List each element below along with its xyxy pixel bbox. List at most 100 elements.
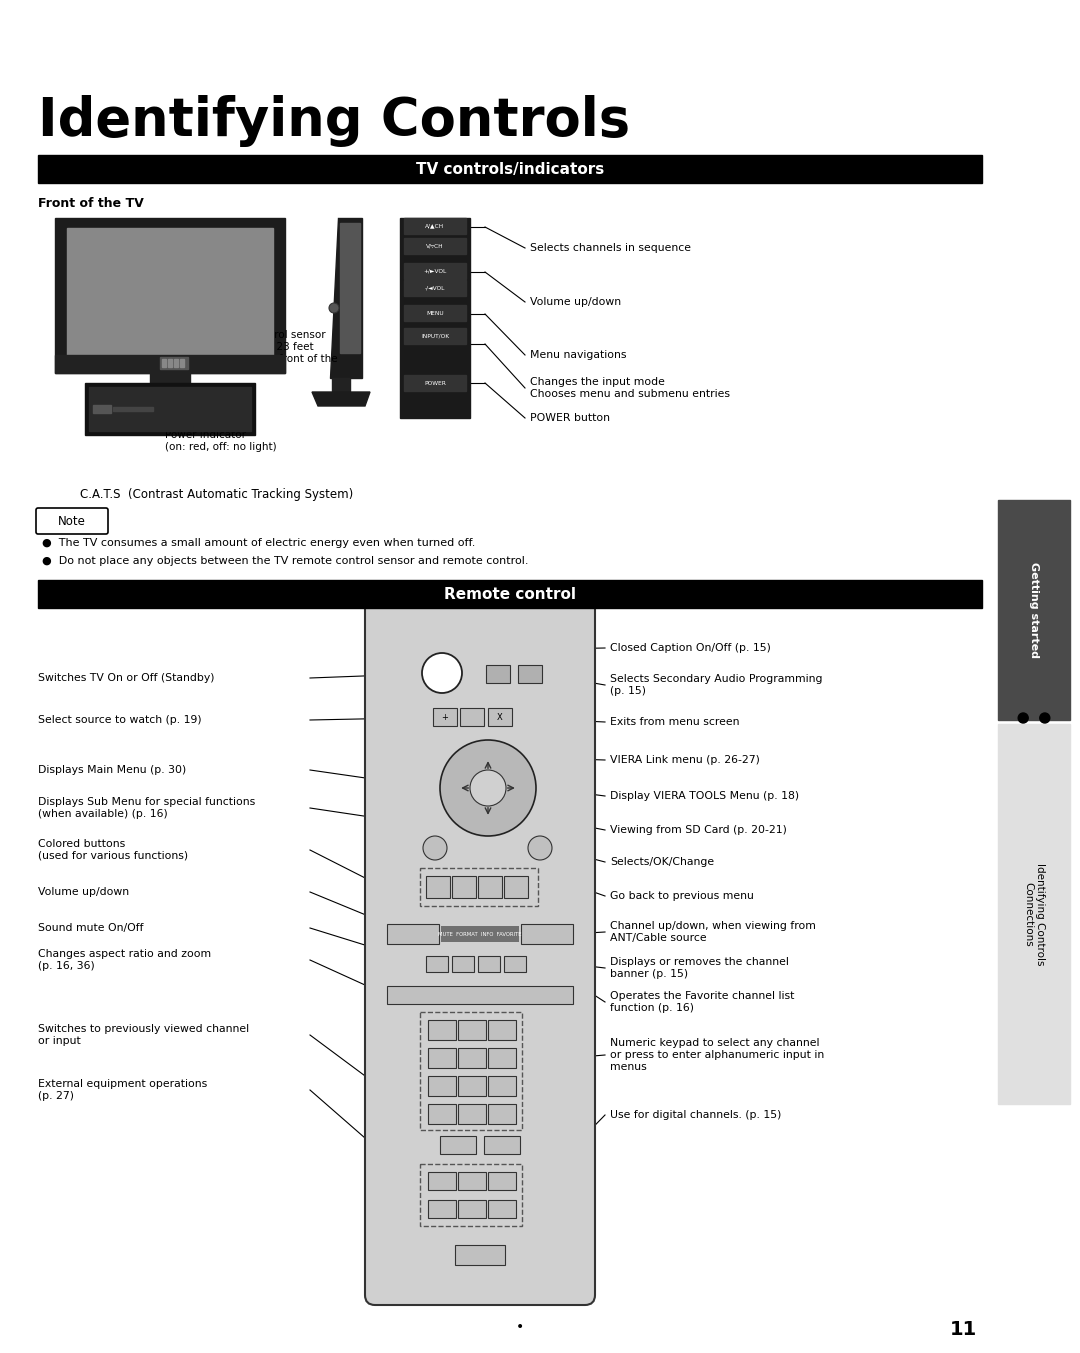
FancyBboxPatch shape — [365, 598, 595, 1306]
Bar — [998, 724, 1070, 1104]
Text: Remote control sensor
within about 23 feet
(7 meters) in front of the
TV set: Remote control sensor within about 23 fe… — [208, 330, 338, 375]
Bar — [458, 1020, 486, 1040]
Bar — [387, 924, 438, 944]
Bar — [458, 1200, 486, 1218]
Bar — [89, 387, 251, 432]
Text: +: + — [442, 713, 448, 721]
Text: V/▿CH: V/▿CH — [427, 244, 444, 249]
Text: Switches TV On or Off (Standby): Switches TV On or Off (Standby) — [38, 672, 215, 683]
Bar — [458, 1049, 486, 1068]
Text: External equipment operations
(p. 27): External equipment operations (p. 27) — [38, 1080, 207, 1101]
Text: INPUT/OK: INPUT/OK — [421, 333, 449, 338]
Text: Select source to watch (p. 19): Select source to watch (p. 19) — [38, 714, 202, 725]
Bar — [428, 1104, 456, 1124]
Bar — [521, 924, 573, 944]
Bar — [433, 708, 457, 727]
Text: Viewing from SD Card (p. 20-21): Viewing from SD Card (p. 20-21) — [610, 825, 787, 835]
Bar — [440, 1137, 476, 1154]
Circle shape — [470, 770, 507, 806]
Bar — [404, 262, 465, 279]
Circle shape — [329, 303, 339, 313]
Text: -/◄VOL: -/◄VOL — [424, 285, 445, 291]
Bar — [428, 1049, 456, 1068]
Circle shape — [1040, 713, 1050, 723]
Bar — [428, 1172, 456, 1191]
Text: Use for digital channels. (p. 15): Use for digital channels. (p. 15) — [610, 1109, 781, 1120]
Bar — [420, 869, 538, 907]
Bar — [404, 304, 465, 321]
Bar — [488, 1020, 516, 1040]
Text: Selects channels in sequence: Selects channels in sequence — [530, 244, 691, 253]
Bar — [67, 229, 273, 354]
Text: Power indicator
(on: red, off: no light): Power indicator (on: red, off: no light) — [165, 430, 276, 452]
Text: VIERA Link menu (p. 26-27): VIERA Link menu (p. 26-27) — [610, 755, 760, 764]
Text: Switches to previously viewed channel
or input: Switches to previously viewed channel or… — [38, 1024, 249, 1046]
Text: TV controls/indicators: TV controls/indicators — [416, 161, 604, 176]
Bar — [404, 375, 465, 391]
Text: Volume up/down: Volume up/down — [38, 888, 130, 897]
Bar — [168, 359, 172, 367]
Text: Note: Note — [58, 514, 86, 528]
Bar — [428, 1020, 456, 1040]
Bar — [150, 373, 190, 386]
Text: Changes aspect ratio and zoom
(p. 16, 36): Changes aspect ratio and zoom (p. 16, 36… — [38, 950, 211, 971]
Bar — [453, 957, 474, 971]
Bar — [478, 875, 502, 898]
Bar — [340, 223, 360, 353]
Text: ●  Do not place any objects between the TV remote control sensor and remote cont: ● Do not place any objects between the T… — [42, 556, 528, 566]
Text: Displays Main Menu (p. 30): Displays Main Menu (p. 30) — [38, 764, 186, 775]
Bar — [85, 383, 255, 436]
Text: +/►VOL: +/►VOL — [423, 268, 447, 273]
Bar — [488, 1200, 516, 1218]
Bar — [38, 156, 982, 183]
Text: Getting started: Getting started — [1029, 561, 1039, 658]
Bar — [420, 1012, 522, 1130]
Bar — [458, 1104, 486, 1124]
Bar — [113, 407, 153, 411]
Text: POWER: POWER — [424, 380, 446, 386]
Bar — [453, 875, 476, 898]
Circle shape — [422, 653, 462, 693]
Bar — [426, 875, 450, 898]
Bar — [504, 875, 528, 898]
Bar — [460, 708, 484, 727]
Bar — [332, 377, 350, 392]
Text: Changes the input mode
Chooses menu and submenu entries: Changes the input mode Chooses menu and … — [530, 377, 730, 399]
Bar — [160, 357, 188, 369]
Text: ●  The TV consumes a small amount of electric energy even when turned off.: ● The TV consumes a small amount of elec… — [42, 538, 475, 548]
Bar — [478, 957, 500, 971]
Text: MENU: MENU — [427, 310, 444, 315]
Text: X: X — [497, 713, 503, 721]
Bar — [38, 580, 982, 607]
Bar — [404, 280, 465, 296]
Bar — [488, 1076, 516, 1096]
Text: A/▲CH: A/▲CH — [426, 223, 445, 229]
Text: Displays or removes the channel
banner (p. 15): Displays or removes the channel banner (… — [610, 957, 788, 978]
Text: Sound mute On/Off: Sound mute On/Off — [38, 923, 144, 934]
Text: Identifying Controls
Connections: Identifying Controls Connections — [1023, 863, 1044, 965]
Text: Selects/OK/Change: Selects/OK/Change — [610, 856, 714, 867]
Text: Display VIERA TOOLS Menu (p. 18): Display VIERA TOOLS Menu (p. 18) — [610, 792, 799, 801]
Polygon shape — [312, 392, 370, 406]
Bar — [428, 1076, 456, 1096]
Bar — [174, 359, 178, 367]
Text: Closed Caption On/Off (p. 15): Closed Caption On/Off (p. 15) — [610, 643, 771, 653]
Text: Go back to previous menu: Go back to previous menu — [610, 892, 754, 901]
Bar — [441, 925, 519, 942]
Text: •: • — [516, 1321, 524, 1334]
Bar — [998, 501, 1070, 720]
Text: Selects Secondary Audio Programming
(p. 15): Selects Secondary Audio Programming (p. … — [610, 674, 823, 695]
Text: POWER button: POWER button — [530, 413, 610, 423]
Text: Numeric keypad to select any channel
or press to enter alphanumeric input in
men: Numeric keypad to select any channel or … — [610, 1038, 824, 1072]
Bar — [387, 986, 573, 1004]
Bar — [484, 1137, 519, 1154]
Bar — [420, 1164, 522, 1226]
Text: Volume up/down: Volume up/down — [530, 298, 621, 307]
Text: Channel up/down, when viewing from
ANT/Cable source: Channel up/down, when viewing from ANT/C… — [610, 921, 815, 943]
Bar — [504, 957, 526, 971]
Circle shape — [440, 740, 536, 836]
Text: 11: 11 — [950, 1321, 977, 1339]
Bar — [180, 359, 184, 367]
Polygon shape — [330, 218, 362, 377]
Bar — [458, 1076, 486, 1096]
